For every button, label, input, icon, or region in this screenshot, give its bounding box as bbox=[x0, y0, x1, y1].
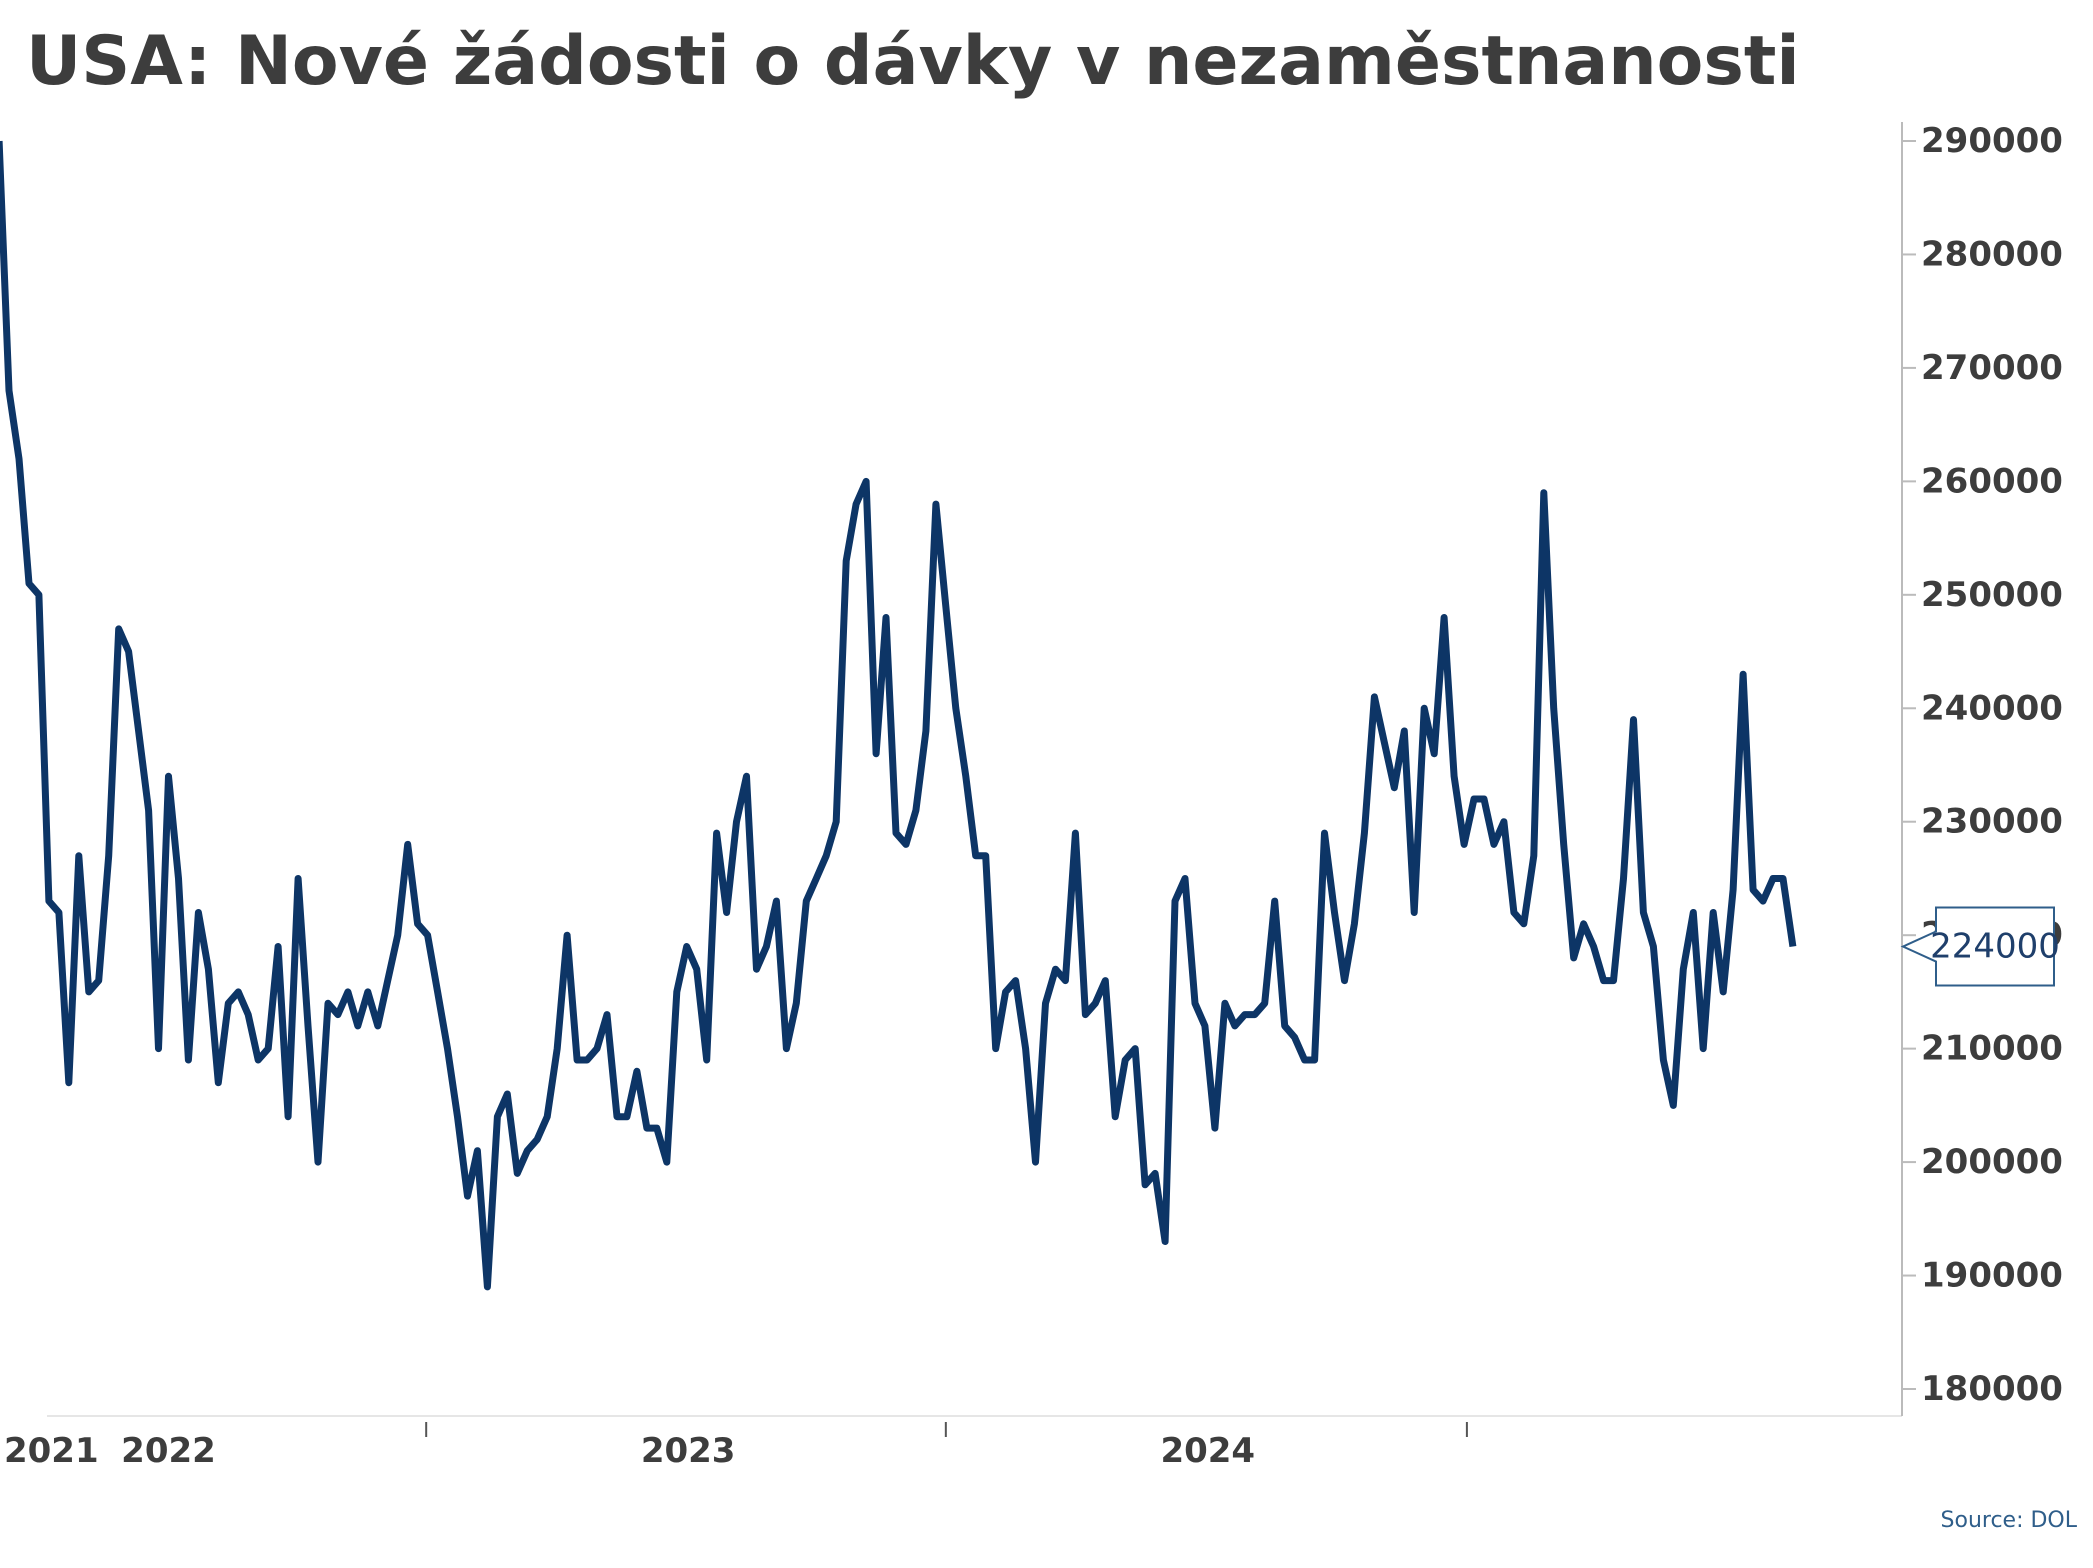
x-ticks: 2021 2022 2023 2024 bbox=[4, 1422, 1468, 1471]
y-tick-label: 210000 bbox=[1921, 1029, 2063, 1069]
last-value-callout-box bbox=[1900, 906, 2055, 987]
y-tick-label: 260000 bbox=[1921, 461, 2063, 501]
x-axis: 2021 2022 2023 2024 bbox=[4, 1415, 1902, 1471]
last-value-callout: 224000 bbox=[1900, 906, 2060, 987]
y-tick-label: 280000 bbox=[1921, 234, 2063, 274]
chart-title: USA: Nové žádosti o dávky v nezaměstnano… bbox=[26, 22, 1800, 101]
x-tick-label: 2021 bbox=[4, 1431, 99, 1471]
y-tick-label: 200000 bbox=[1921, 1142, 2063, 1182]
claims-series-line bbox=[0, 140, 1797, 1291]
y-axis: 290000 280000 270000 260000 250000 240000 2300… bbox=[1901, 121, 2063, 1416]
x-tick-label: 2022 bbox=[121, 1431, 216, 1471]
y-tick-label: 230000 bbox=[1921, 802, 2063, 842]
source-note: Source: DOL bbox=[1940, 1508, 2077, 1533]
series-layer bbox=[0, 140, 1797, 1291]
y-ticks: 290000 280000 270000 260000 250000 240000 2300… bbox=[1902, 121, 2063, 1409]
y-tick-label: 180000 bbox=[1921, 1369, 2063, 1409]
y-tick-label: 250000 bbox=[1921, 575, 2063, 615]
last-value-label: 224000 bbox=[1930, 927, 2060, 967]
y-tick-label: 240000 bbox=[1921, 688, 2063, 728]
y-tick-label: 190000 bbox=[1921, 1256, 2063, 1296]
y-tick-label: 290000 bbox=[1921, 121, 2063, 161]
y-tick-label: 270000 bbox=[1921, 348, 2063, 388]
x-tick-label: 2024 bbox=[1160, 1431, 1255, 1471]
x-tick-label: 2023 bbox=[641, 1431, 736, 1471]
